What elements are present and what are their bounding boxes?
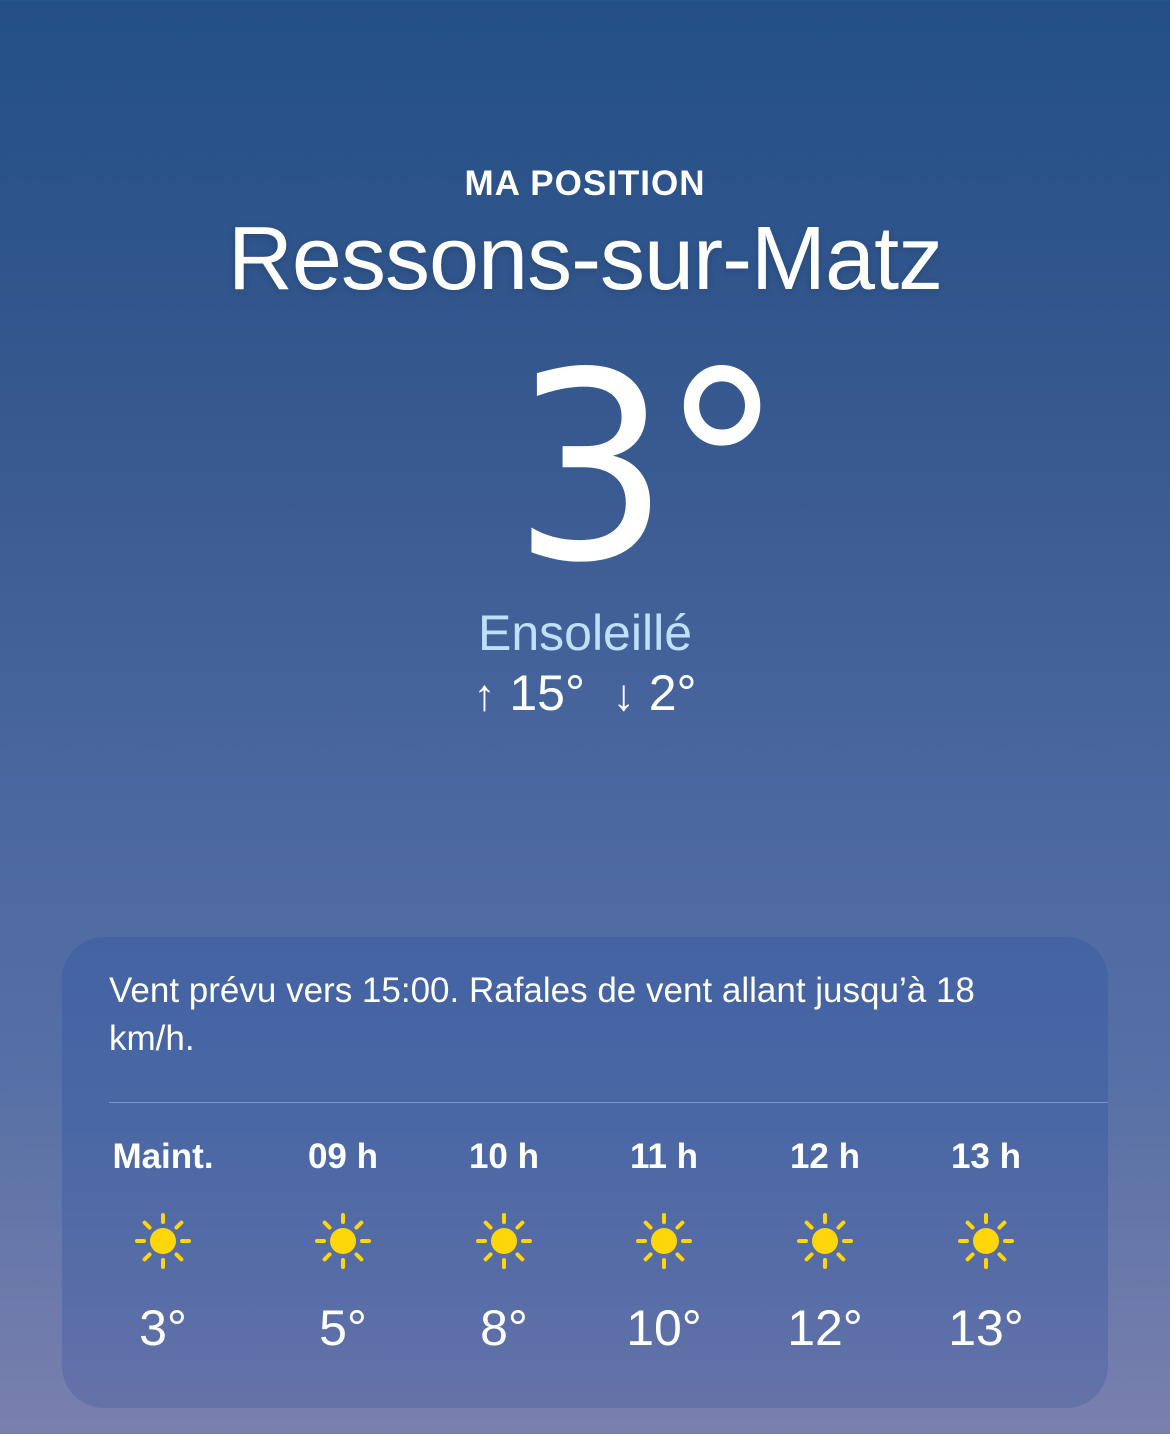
arrow-down-icon: ↓	[612, 671, 635, 720]
hour-label: 11 h	[629, 1137, 699, 1176]
low-temp: 2°	[648, 665, 697, 721]
hour-column: 11 h 10°	[584, 1137, 744, 1357]
high-low: ↑ 15° ↓ 2°	[0, 664, 1170, 722]
hour-label: 12 h	[789, 1137, 861, 1176]
hour-column: Maint. 3°	[83, 1137, 243, 1357]
hour-temp: 5°	[319, 1300, 367, 1356]
condition-label: Ensoleillé	[477, 605, 692, 661]
hour-temp: 10°	[626, 1300, 702, 1356]
hour-label: 09 h	[307, 1137, 379, 1176]
sun-icon	[745, 1211, 905, 1271]
hour-temp: 8°	[480, 1300, 528, 1356]
forecast-summary: Vent prévu vers 15:00. Rafales de vent a…	[109, 971, 975, 1058]
arrow-up-icon: ↑	[473, 671, 496, 720]
sun-icon	[263, 1211, 423, 1271]
hour-temp: 3°	[139, 1300, 187, 1356]
hour-column: 09 h 5°	[263, 1137, 423, 1357]
hour-temp: 12°	[787, 1300, 863, 1356]
temperature-value: 3	[512, 318, 670, 620]
hourly-forecast-card[interactable]: Vent prévu vers 15:00. Rafales de vent a…	[62, 937, 1108, 1408]
sun-icon	[83, 1211, 243, 1271]
hour-column: 12 h 12°	[745, 1137, 905, 1357]
degree-symbol: °	[660, 318, 784, 620]
hour-column: 10 h 8°	[424, 1137, 584, 1357]
current-temperature: 3°	[31, 318, 1170, 620]
location-label: MA POSITION	[464, 164, 706, 203]
sun-icon	[906, 1211, 1066, 1271]
hour-label: 10 h	[468, 1137, 540, 1176]
sun-icon	[424, 1211, 584, 1271]
divider	[109, 1102, 1108, 1103]
hour-label: Maint.	[112, 1137, 214, 1176]
city-name: Ressons-sur-Matz	[227, 209, 943, 309]
high-temp: 15°	[509, 665, 585, 721]
hour-temp: 13°	[948, 1300, 1024, 1356]
hour-column: 13 h 13°	[906, 1137, 1066, 1357]
sun-icon	[584, 1211, 744, 1271]
hour-label: 13 h	[950, 1137, 1022, 1176]
